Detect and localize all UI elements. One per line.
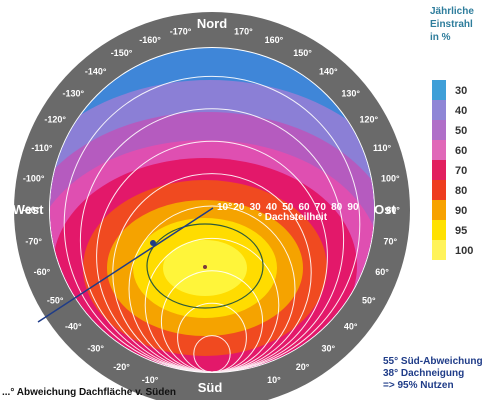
- bottom-caption: ...° Abweichung Dachfläche v. Süden: [2, 387, 177, 398]
- legend-swatch-80: [432, 180, 446, 200]
- result-line-1: 55° Süd-Abweichung: [383, 356, 483, 367]
- azimuth-label-right-10: 60°: [375, 267, 389, 277]
- azimuth-label-left-4: -130°: [62, 89, 84, 99]
- legend-label-40: 40: [455, 105, 467, 117]
- legend-swatch-50: [432, 120, 446, 140]
- azimuth-label-left-5: -120°: [44, 115, 66, 125]
- tilt-label-0: 10°: [217, 202, 232, 213]
- legend-label-30: 30: [455, 85, 467, 97]
- west-label: West: [13, 202, 44, 217]
- tilt-circle-90: [193, 335, 231, 373]
- tilt-caption: ° Dachsteilheit: [258, 212, 328, 223]
- tilt-label-1: 20: [233, 202, 245, 213]
- legend-swatch-40: [432, 100, 446, 120]
- irradiation-bands: [50, 48, 374, 372]
- optimum-contour: [146, 223, 264, 309]
- azimuth-labels: 170° 160° 150° 140° 130° 120° 110° 100° 80° 70° 60…: [23, 27, 401, 385]
- azimuth-label-left-7: -100°: [23, 174, 45, 184]
- azimuth-label-left-2: -150°: [111, 48, 133, 58]
- legend-swatch-60: [432, 140, 446, 160]
- azimuth-label-left-8: -80°: [23, 205, 40, 215]
- result-line-3: => 95% Nutzen: [383, 380, 454, 391]
- east-label: Ost: [374, 202, 396, 217]
- azimuth-label-right-8: 80°: [386, 205, 400, 215]
- azimuth-label-left-3: -140°: [85, 66, 107, 76]
- result-box: 55° Süd-Abweichung 38° Dachneigung => 95…: [383, 356, 483, 392]
- azimuth-label-right-12: 40°: [344, 321, 358, 331]
- azimuth-label-right-6: 110°: [373, 143, 392, 153]
- tilt-label-4: 50: [282, 202, 294, 213]
- result-line-2: 38° Dachneigung: [383, 368, 465, 379]
- azimuth-label-left-6: -110°: [31, 143, 53, 153]
- azimuth-label-right-11: 50°: [362, 296, 376, 306]
- pointer-marker: [150, 240, 156, 246]
- azimuth-label-left-15: -10°: [142, 375, 159, 385]
- azimuth-label-right-4: 130°: [341, 89, 360, 99]
- tilt-label-8: 90: [347, 202, 359, 213]
- legend-swatch-90: [432, 200, 446, 220]
- legend-label-90: 90: [455, 205, 467, 217]
- azimuth-label-right-1: 160°: [265, 35, 284, 45]
- legend-label-60: 60: [455, 145, 467, 157]
- azimuth-label-left-9: -70°: [25, 236, 42, 246]
- legend-swatch-95: [432, 220, 446, 240]
- optimum-point: [203, 265, 207, 269]
- south-label: Süd: [198, 380, 223, 395]
- legend-title-1: Jährliche: [430, 6, 474, 17]
- legend-label-50: 50: [455, 125, 467, 137]
- legend-swatch-70: [432, 160, 446, 180]
- azimuth-label-right-9: 70°: [383, 236, 397, 246]
- tilt-label-3: 40: [266, 202, 278, 213]
- azimuth-label-left-14: -20°: [113, 362, 130, 372]
- azimuth-label-left-12: -40°: [65, 321, 82, 331]
- azimuth-label-right-13: 30°: [321, 344, 335, 354]
- tilt-label-6: 70: [315, 202, 327, 213]
- legend-label-70: 70: [455, 165, 467, 177]
- azimuth-label-right-3: 140°: [319, 66, 338, 76]
- legend-label-80: 80: [455, 185, 467, 197]
- azimuth-label-right-14: 20°: [296, 362, 310, 372]
- legend: Jährliche Einstrahl in % 30 40 50 60 70 80 90 9…: [430, 6, 474, 260]
- azimuth-label-right-0: 170°: [234, 27, 253, 37]
- legend-swatch-30: [432, 80, 446, 100]
- tilt-label-5: 60: [299, 202, 311, 213]
- legend-label-100: 100: [455, 245, 473, 257]
- azimuth-label-left-13: -30°: [87, 344, 104, 354]
- legend-label-95: 95: [455, 225, 467, 237]
- tilt-label-7: 80: [331, 202, 343, 213]
- pointer-line: [37, 207, 214, 323]
- azimuth-label-right-2: 150°: [293, 48, 312, 58]
- azimuth-label-right-15: 10°: [267, 375, 281, 385]
- azimuth-label-left-11: -50°: [47, 296, 64, 306]
- azimuth-label-left-1: -160°: [139, 35, 161, 45]
- azimuth-label-left-0: -170°: [170, 27, 192, 37]
- tilt-label-2: 30: [250, 202, 262, 213]
- legend-swatch-100: [432, 240, 446, 260]
- legend-title-2: Einstrahl: [430, 19, 473, 30]
- legend-title-3: in %: [430, 32, 451, 43]
- tilt-scale: 10° 20 30 40 50 60 70 80 90: [217, 202, 359, 213]
- north-label: Nord: [197, 16, 227, 31]
- azimuth-label-right-5: 120°: [359, 115, 378, 125]
- azimuth-label-right-7: 100°: [381, 174, 400, 184]
- tilt-circles: [63, 75, 361, 373]
- azimuth-label-left-10: -60°: [34, 267, 51, 277]
